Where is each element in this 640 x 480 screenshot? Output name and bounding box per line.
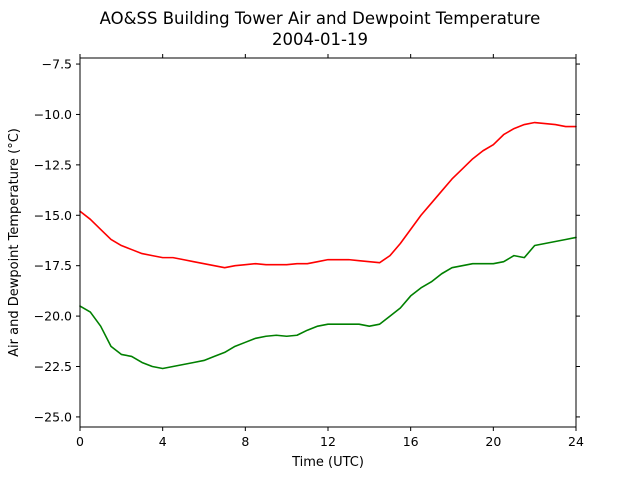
x-tick-label: 16 xyxy=(403,434,419,449)
y-tick-label: −7.5 xyxy=(42,57,72,72)
y-tick-label: −25.0 xyxy=(34,409,72,424)
series-line-2 xyxy=(79,236,577,370)
y-axis: −7.5 −10.0 −12.5 −15.0 −17.5 −20.0 −22.5 −25.0 xyxy=(34,57,580,424)
series-layer xyxy=(79,121,577,370)
x-tick-label: 8 xyxy=(241,434,249,449)
y-tick-label: −10.0 xyxy=(34,107,72,122)
y-tick-label: −20.0 xyxy=(34,309,72,324)
x-tick-label: 12 xyxy=(320,434,336,449)
x-axis-label: Time (UTC) xyxy=(291,455,364,470)
x-tick-label: 24 xyxy=(568,434,584,449)
plot-frame xyxy=(79,57,577,428)
y-tick-label: −22.5 xyxy=(34,359,72,374)
series-line-1 xyxy=(79,121,577,269)
chart-title: AO&SS Building Tower Air and Dewpoint Te… xyxy=(100,9,541,28)
x-tick-label: 0 xyxy=(76,434,84,449)
y-tick-label: −15.0 xyxy=(34,208,72,223)
y-axis-label: Air and Dewpoint Temperature (°C) xyxy=(7,128,22,357)
x-tick-label: 4 xyxy=(159,434,167,449)
y-tick-label: −17.5 xyxy=(34,258,72,273)
y-tick-label: −12.5 xyxy=(34,157,72,172)
chart-subtitle: 2004-01-19 xyxy=(272,30,368,49)
x-tick-label: 20 xyxy=(485,434,501,449)
x-axis: 0 4 8 12 16 20 24 xyxy=(76,54,584,449)
